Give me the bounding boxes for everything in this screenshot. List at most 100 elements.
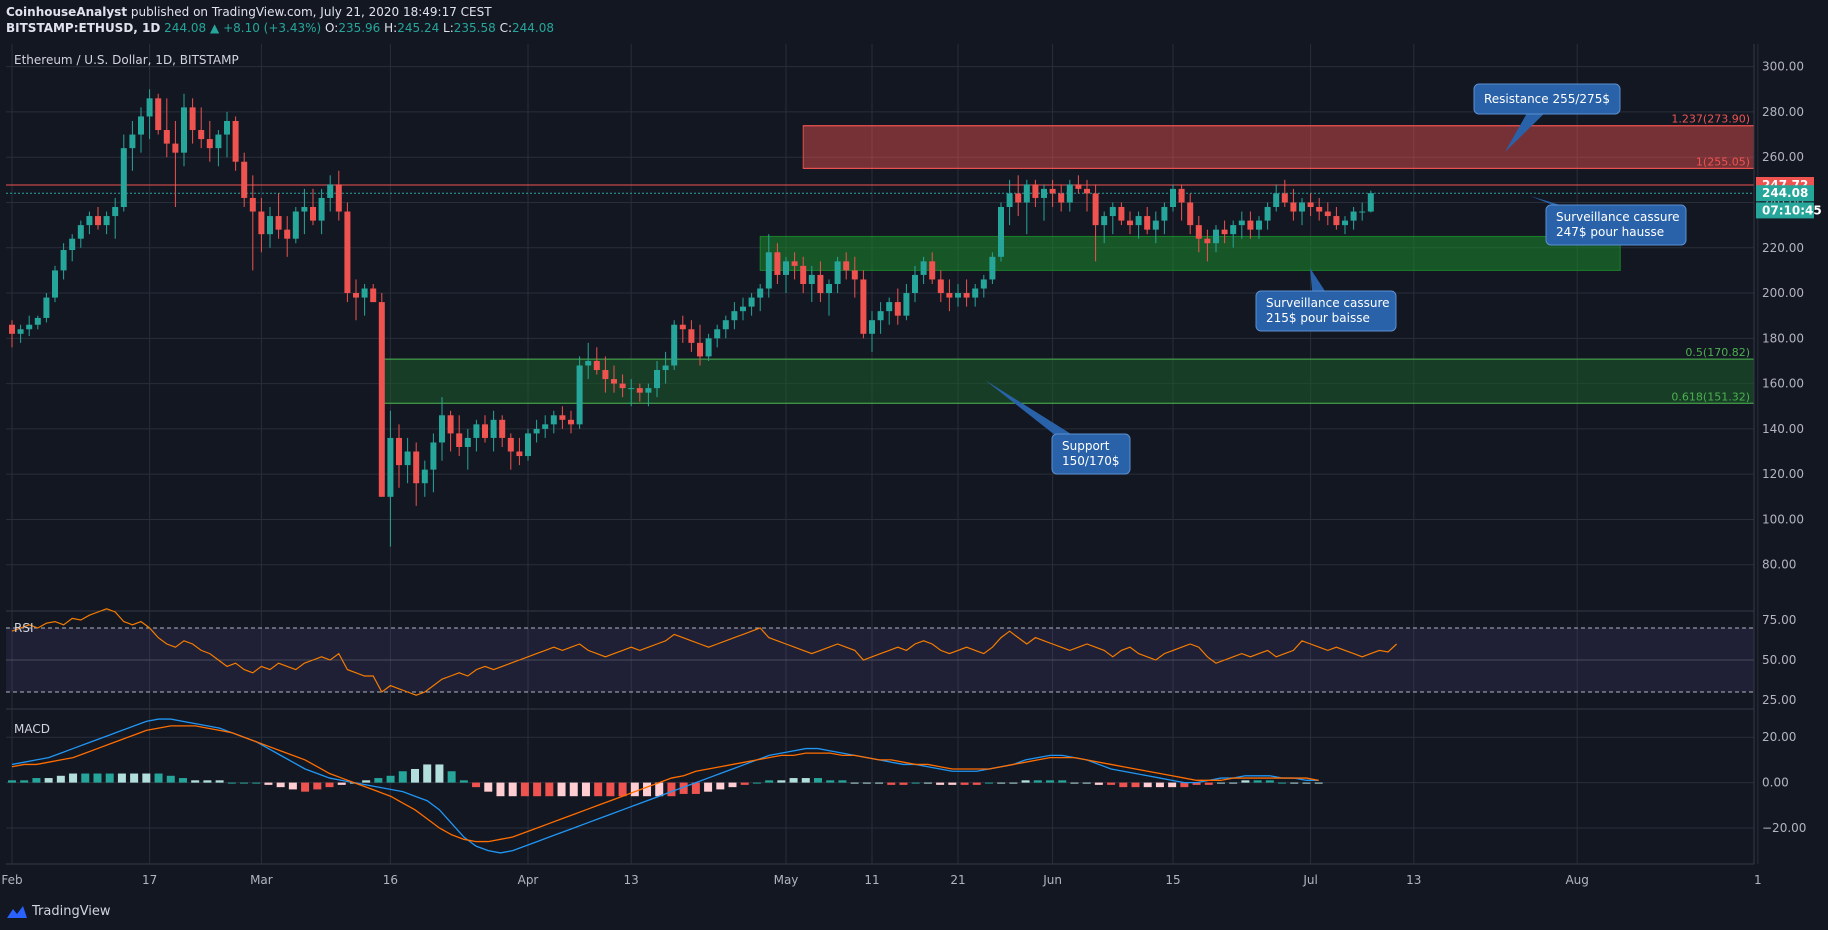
candle-body (1359, 211, 1366, 213)
candle-body (396, 437, 402, 466)
macd-histogram-bar (1168, 782, 1177, 788)
macd-histogram-bar (716, 782, 725, 790)
candle-body (292, 211, 299, 239)
macd-histogram-bar (691, 782, 700, 794)
candle-body (654, 370, 660, 389)
candle-body (95, 216, 101, 226)
candle-body (645, 388, 652, 393)
candle-body (17, 329, 24, 334)
macd-histogram-bar (20, 780, 29, 783)
candle-body (1264, 207, 1271, 221)
candle-body (1290, 202, 1297, 212)
fib-level-label: 0.5(170.82) (1685, 346, 1750, 359)
macd-histogram-bar (984, 782, 993, 784)
candle-body (310, 207, 316, 221)
candle-body (284, 229, 291, 239)
zones-layer: 1.237(273.90) 1(255.05) 0.5(170.82) 0.618(1… (6, 113, 1755, 404)
macd-histogram-bar (655, 782, 664, 797)
macd-histogram-bar (459, 780, 468, 783)
macd-histogram-bar (533, 782, 542, 797)
fib-level-label: 1(255.05) (1696, 155, 1750, 168)
candle-body (361, 288, 368, 298)
candle-body (705, 338, 712, 357)
footer-brand[interactable]: TradingView (6, 904, 111, 919)
y-tick-label: 140.00 (1762, 422, 1804, 436)
candle-body (679, 324, 686, 330)
candle-body (697, 342, 703, 357)
candle-body (267, 216, 273, 235)
candle-body (937, 279, 944, 294)
candle-body (404, 451, 411, 466)
candle-body (757, 288, 764, 298)
macd-histogram-bar (1192, 782, 1201, 785)
macd-histogram-bar (862, 782, 871, 784)
candle-body (1350, 211, 1357, 221)
macd-histogram-bar (936, 782, 945, 785)
macd-histogram-bar (32, 778, 41, 783)
candle-body (464, 437, 471, 447)
candle-body (1247, 220, 1254, 230)
rsi-y-tick: 75.00 (1762, 613, 1796, 627)
candle-body (834, 261, 841, 284)
low-label: L: (443, 21, 454, 35)
y-tick-label: 260.00 (1762, 150, 1804, 164)
x-tick-label: 11 (864, 873, 879, 887)
macd-histogram-bar (325, 782, 334, 788)
macd-histogram-bar (423, 764, 432, 783)
callout-text: Surveillance cassure (1556, 210, 1680, 224)
candle-body (103, 216, 110, 226)
macd-histogram-bar (923, 782, 932, 784)
macd-histogram-bar (178, 778, 187, 783)
macd-y-tick: 20.00 (1762, 730, 1796, 744)
close-label: C: (499, 21, 513, 35)
fib-level-label: 0.618(151.32) (1671, 390, 1750, 403)
candle-body (662, 365, 669, 371)
candle-body (912, 274, 918, 294)
callout-text: Resistance 255/275$ (1484, 92, 1610, 106)
rsi-y-tick: 25.00 (1762, 693, 1796, 707)
macd-histogram-bar (93, 773, 102, 783)
rsi-title: RSI (14, 621, 34, 635)
callout-text: 215$ pour baisse (1266, 311, 1370, 325)
author-name[interactable]: CoinhouseAnalyst (6, 5, 128, 19)
candle-body (34, 317, 41, 325)
macd-histogram-bar (142, 773, 151, 783)
candle-body (60, 250, 67, 271)
y-tick-label: 180.00 (1762, 331, 1804, 345)
candle-body (439, 415, 445, 443)
macd-histogram-bar (679, 782, 688, 794)
candle-body (198, 130, 205, 140)
candle-body (628, 388, 635, 390)
candle-body (163, 130, 170, 144)
x-tick-label: 17 (142, 873, 157, 887)
candles-layer (9, 89, 1374, 547)
macd-y-tick: −20.00 (1762, 821, 1806, 835)
close-value: 244.08 (512, 21, 555, 35)
macd-histogram-bar (643, 782, 652, 797)
candle-body (378, 302, 385, 497)
macd-histogram-bar (130, 773, 139, 783)
macd-histogram-bar (887, 782, 896, 785)
candle-body (542, 424, 549, 429)
macd-histogram-bar (56, 775, 65, 783)
macd-histogram-bar (813, 778, 822, 783)
x-tick-label: May (774, 873, 799, 887)
macd-histogram-bar (875, 782, 884, 784)
chart-background (0, 44, 1828, 890)
high-label: H: (384, 21, 398, 35)
candle-body (740, 306, 746, 312)
candle-body (731, 311, 738, 321)
macd-histogram-bar (1143, 782, 1152, 788)
candle-body (1204, 238, 1211, 244)
candle-body (593, 360, 600, 371)
x-tick-label: Apr (518, 873, 539, 887)
candle-body (869, 320, 875, 334)
y-tick-label: 100.00 (1762, 512, 1804, 526)
candle-body (172, 143, 179, 153)
candle-body (1256, 220, 1262, 230)
candle-body (1187, 202, 1194, 226)
candle-body (817, 274, 824, 294)
candle-body (1084, 188, 1090, 194)
macd-histogram-bar (606, 782, 615, 797)
